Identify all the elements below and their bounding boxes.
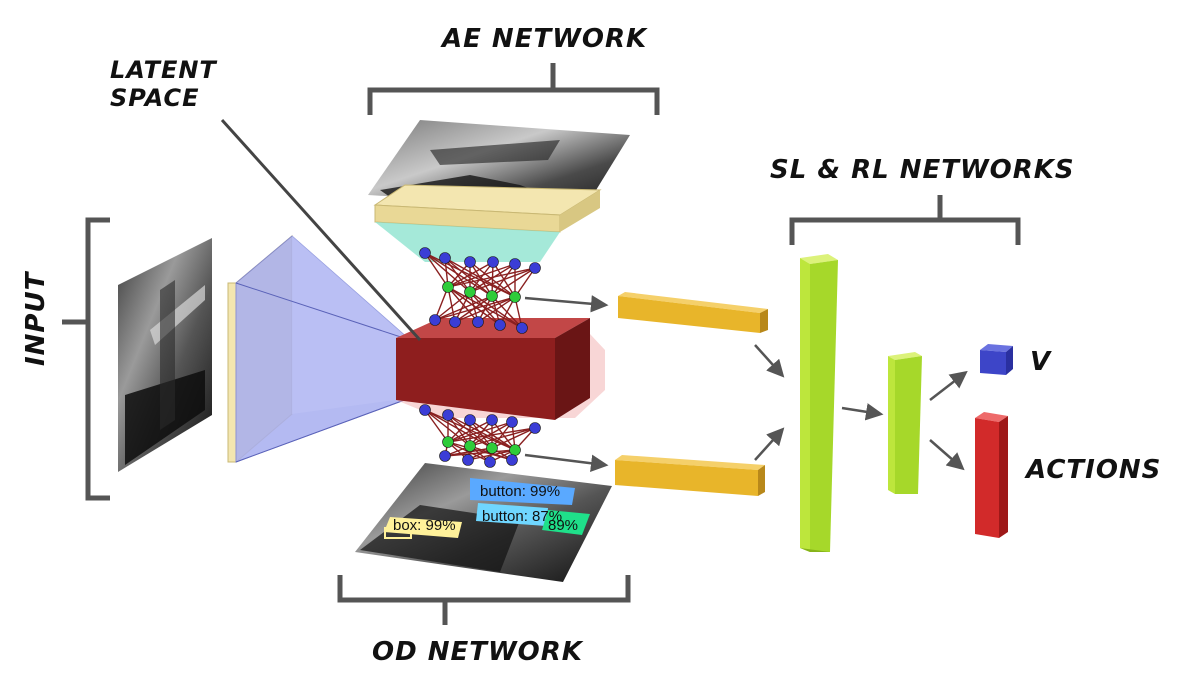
- node-connection: [491, 267, 536, 297]
- detection-label-3: 89%: [548, 517, 578, 534]
- v-label: V: [1030, 347, 1052, 377]
- input-image: [118, 238, 212, 472]
- detection-box-2: [476, 503, 548, 526]
- encoder-trapezoid: [235, 235, 411, 463]
- ae-network-bracket: [367, 63, 660, 115]
- node-connection: [491, 419, 516, 451]
- detection-box-3: [542, 510, 590, 535]
- node-connection: [514, 267, 536, 298]
- latent-space-block: [396, 318, 605, 420]
- sl-rl-bar-large: [800, 254, 838, 552]
- green-node: [486, 290, 498, 302]
- arrows: [524, 295, 968, 472]
- detection-label-4: box: 99%: [393, 517, 456, 534]
- blue-node: [439, 252, 451, 264]
- node-connection: [424, 252, 449, 288]
- blue-node: [494, 319, 506, 331]
- blue-node: [486, 414, 498, 426]
- node-connection: [447, 263, 516, 288]
- node-connection: [444, 449, 516, 457]
- node-connection: [434, 286, 449, 321]
- green-node: [464, 286, 476, 298]
- blue-node: [509, 258, 521, 270]
- node-connection: [491, 427, 536, 449]
- actions-label: ACTIONS: [1024, 455, 1161, 485]
- detection-label-2: button: 87%: [482, 508, 562, 525]
- ae-network-label: AE NETWORK: [440, 24, 648, 54]
- node-connection: [424, 252, 471, 293]
- blue-node: [472, 316, 484, 328]
- node-connection: [477, 296, 516, 323]
- sl-rl-bar-small: [888, 352, 922, 494]
- blue-node: [464, 414, 476, 426]
- node-connection: [469, 427, 536, 447]
- node-connection: [444, 257, 493, 297]
- od-output-image: [355, 463, 612, 582]
- node-connection: [469, 261, 493, 297]
- node-connection: [424, 409, 449, 443]
- ae-decoder-panel: [373, 184, 602, 262]
- blue-node: [462, 454, 474, 466]
- blue-node: [529, 422, 541, 434]
- node-connection: [447, 261, 494, 288]
- input-bracket: [62, 217, 110, 501]
- node-connection: [469, 263, 516, 293]
- od-network-label: OD NETWORK: [372, 637, 584, 667]
- node-connection: [434, 295, 493, 321]
- green-node: [464, 440, 476, 452]
- v-cube: [980, 344, 1013, 375]
- node-connection: [447, 419, 493, 443]
- actions-bar: [975, 412, 1008, 538]
- detection-label-1: button: 99%: [480, 483, 560, 500]
- latent-pointer-line: [220, 118, 422, 342]
- blue-node: [484, 456, 496, 468]
- green-node: [486, 442, 498, 454]
- latent-space-label-line1: LATENT: [110, 56, 217, 84]
- blue-node: [529, 262, 541, 274]
- blue-node: [506, 454, 518, 466]
- blue-node: [419, 404, 431, 416]
- node-connection: [469, 261, 494, 293]
- node-connection: [454, 296, 516, 323]
- blue-node: [442, 409, 454, 421]
- od-feature-bar: [615, 455, 765, 496]
- blue-node: [439, 450, 451, 462]
- green-node: [442, 281, 454, 293]
- blue-node: [419, 247, 431, 259]
- input-label: INPUT: [21, 270, 51, 366]
- node-connection: [434, 291, 471, 321]
- blue-node: [464, 256, 476, 268]
- od-network-bracket: [337, 575, 631, 625]
- blue-node: [487, 256, 499, 268]
- node-connection: [469, 267, 536, 293]
- blue-node: [516, 322, 528, 334]
- node-connection: [447, 286, 456, 323]
- sl-rl-networks-label: SL & RL NETWORKS: [770, 155, 1075, 185]
- blue-node: [449, 316, 461, 328]
- node-connection: [467, 449, 516, 461]
- blue-node: [429, 314, 441, 326]
- node-connection: [469, 421, 513, 447]
- ae-feature-bar: [618, 292, 768, 333]
- green-node: [442, 436, 454, 448]
- detection-box-1: [470, 478, 575, 505]
- latent-space-label-line2: SPACE: [110, 84, 200, 112]
- node-connection: [434, 296, 516, 321]
- blue-node: [506, 416, 518, 428]
- green-node: [509, 291, 521, 303]
- node-connection: [447, 267, 536, 288]
- detection-box-4: [384, 517, 462, 538]
- green-node: [509, 444, 521, 456]
- node-connection: [447, 427, 536, 443]
- node-connection: [444, 257, 471, 293]
- ae-node-network: [419, 247, 541, 334]
- node-connection: [447, 421, 513, 443]
- od-node-network: [419, 404, 541, 468]
- sl-rl-networks-bracket: [789, 195, 1021, 245]
